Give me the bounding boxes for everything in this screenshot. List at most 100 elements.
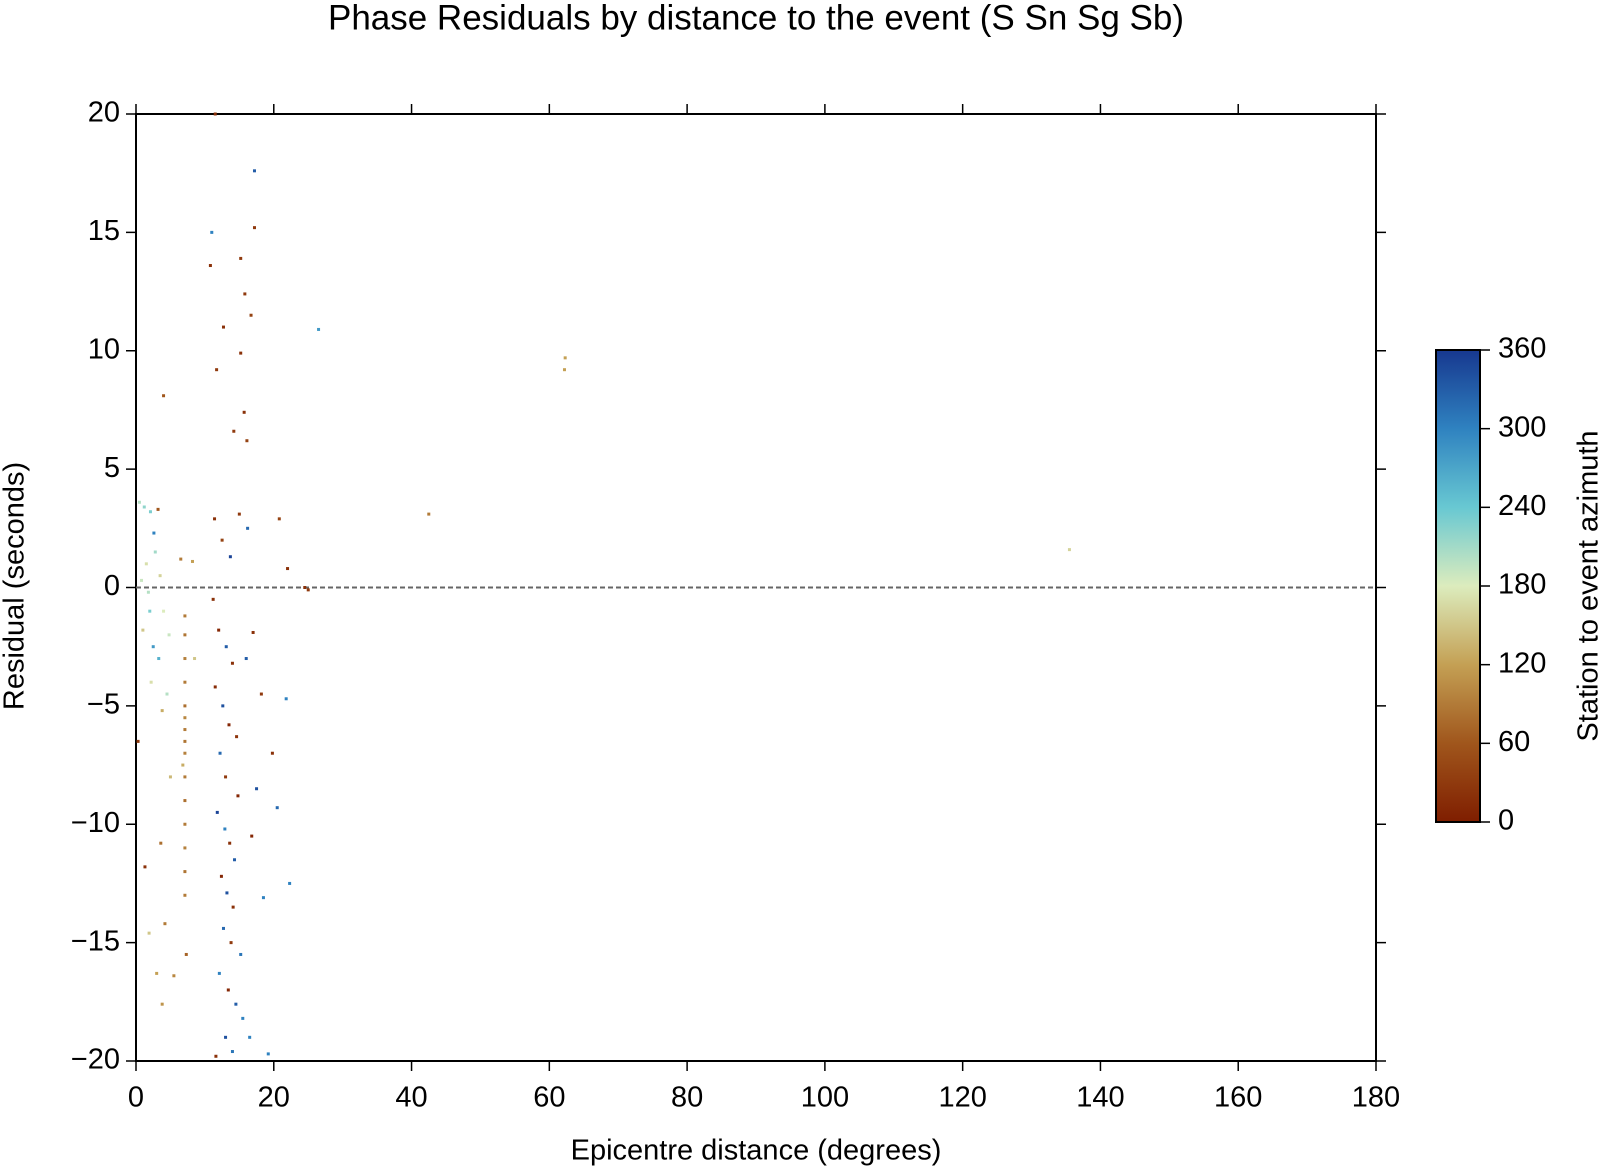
data-point: [156, 507, 160, 511]
data-point: [270, 751, 274, 755]
y-tick-label: 15: [88, 215, 120, 247]
data-point: [157, 657, 161, 661]
colorbar: [1435, 349, 1481, 823]
data-point: [241, 1016, 245, 1020]
data-point: [162, 609, 166, 613]
data-point: [563, 356, 567, 360]
data-point: [286, 567, 290, 571]
data-point: [183, 633, 187, 637]
data-point: [214, 1054, 218, 1058]
x-tick-label: 180: [1352, 1082, 1400, 1114]
y-axis-label: Residual (seconds): [0, 462, 31, 710]
data-point: [228, 841, 232, 845]
data-point: [226, 988, 230, 992]
data-point: [146, 590, 150, 594]
data-point: [233, 858, 237, 862]
data-point: [249, 313, 253, 317]
colorbar-tick-label: 180: [1498, 569, 1546, 601]
data-point: [163, 922, 167, 926]
x-tick-label: 160: [1214, 1082, 1262, 1114]
data-point: [224, 1035, 228, 1039]
data-point: [160, 1002, 164, 1006]
data-point: [259, 692, 263, 696]
colorbar-tick-label: 120: [1498, 647, 1546, 679]
data-point: [213, 685, 217, 689]
data-point: [288, 881, 292, 885]
data-point: [239, 952, 243, 956]
data-point: [232, 429, 236, 433]
colorbar-label: Station to event azimuth: [1573, 430, 1600, 741]
data-point: [284, 697, 288, 701]
colorbar-tick-label: 0: [1498, 805, 1514, 837]
data-point: [229, 941, 233, 945]
data-point: [183, 751, 187, 755]
x-tick-label: 60: [533, 1082, 565, 1114]
data-point: [266, 1052, 270, 1056]
data-point: [275, 806, 279, 810]
data-point: [427, 512, 431, 516]
data-point: [183, 657, 187, 661]
data-point: [148, 510, 152, 514]
data-point: [213, 112, 217, 116]
y-tick-label: 5: [104, 452, 120, 484]
data-point: [159, 841, 163, 845]
data-point: [248, 1035, 252, 1039]
data-point: [183, 614, 187, 618]
data-point: [250, 834, 254, 838]
data-point: [183, 775, 187, 779]
y-tick-label: −15: [71, 925, 120, 957]
colorbar-tick-label: 360: [1498, 333, 1546, 365]
data-point: [183, 822, 187, 826]
data-point: [215, 368, 219, 372]
data-point: [225, 891, 229, 895]
data-point: [239, 256, 243, 260]
data-point: [231, 905, 235, 909]
data-point: [239, 351, 243, 355]
y-tick-label: −20: [71, 1044, 120, 1076]
chart-title: Phase Residuals by distance to the event…: [328, 0, 1184, 37]
x-tick-label: 40: [395, 1082, 427, 1114]
data-point: [155, 971, 159, 975]
x-axis-label: Epicentre distance (degrees): [571, 1135, 942, 1167]
x-tick-label: 20: [258, 1082, 290, 1114]
data-point: [244, 657, 248, 661]
x-tick-label: 0: [128, 1082, 144, 1114]
data-point: [261, 896, 265, 900]
data-point: [137, 500, 141, 504]
y-tick-label: −5: [87, 689, 120, 721]
data-point: [277, 517, 281, 521]
data-point: [193, 657, 197, 661]
data-point: [252, 226, 256, 230]
data-point: [160, 709, 164, 713]
data-point: [227, 723, 231, 727]
data-point: [210, 230, 214, 234]
data-point: [215, 810, 219, 814]
x-tick-label: 140: [1076, 1082, 1124, 1114]
data-point: [221, 325, 225, 329]
data-point: [184, 952, 188, 956]
data-point: [153, 550, 157, 554]
data-point: [143, 865, 147, 869]
data-point: [158, 574, 162, 578]
data-point: [165, 692, 169, 696]
data-point: [142, 505, 146, 509]
data-point: [251, 630, 255, 634]
data-point: [183, 799, 187, 803]
data-point: [303, 586, 307, 589]
colorbar-tick-label: 60: [1498, 726, 1530, 758]
data-point: [141, 628, 145, 632]
x-tick-label: 120: [938, 1082, 986, 1114]
data-point: [181, 763, 185, 767]
data-point: [217, 628, 221, 632]
y-tick-label: 20: [88, 97, 120, 129]
data-point: [317, 327, 321, 331]
data-point: [211, 597, 215, 601]
data-point: [562, 368, 566, 372]
data-point: [228, 555, 232, 559]
data-point: [252, 169, 256, 173]
data-point: [183, 716, 187, 720]
data-point: [218, 751, 222, 755]
data-point: [148, 609, 152, 613]
x-tick-label: 80: [671, 1082, 703, 1114]
data-point: [208, 264, 212, 268]
